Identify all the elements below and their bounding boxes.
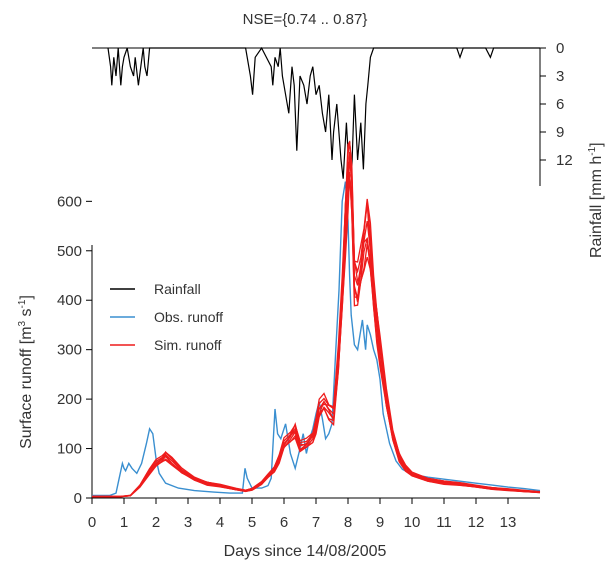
legend-label: Sim. runoff	[154, 337, 222, 353]
rainfall-tick-label: 0	[556, 40, 564, 57]
y-tick-label: 500	[57, 243, 82, 260]
x-axis-label: Days since 14/08/2005	[224, 543, 387, 560]
rainfall-series-line	[107, 46, 540, 179]
y-tick-label: 600	[57, 193, 82, 210]
x-tick-label: 3	[184, 514, 192, 531]
simulated-runoff-line	[91, 159, 541, 498]
x-tick-label: 9	[376, 514, 384, 531]
x-tick-label: 0	[88, 514, 96, 531]
x-tick-label: 13	[500, 514, 517, 531]
chart-title: NSE={0.74 .. 0.87}	[243, 11, 368, 28]
x-tick-label: 6	[280, 514, 288, 531]
y-tick-label: 200	[57, 391, 82, 408]
y-axis-ticks: 0 100 200 300 400 500 600	[57, 193, 92, 507]
legend-label: Rainfall	[154, 281, 201, 297]
rainfall-panel: 0 3 6 9 12 Rainfall [mm h-1]	[92, 40, 605, 258]
y-tick-label: 300	[57, 342, 82, 359]
rainfall-axis-label: Rainfall [mm h-1]	[587, 142, 605, 258]
simulated-runoff-ensemble	[91, 140, 541, 498]
rainfall-tick-label: 6	[556, 96, 564, 113]
rainfall-tick-label: 3	[556, 68, 564, 85]
x-tick-label: 5	[248, 514, 256, 531]
x-tick-label: 4	[216, 514, 224, 531]
x-tick-label: 8	[344, 514, 352, 531]
simulated-runoff-line	[92, 171, 541, 498]
x-tick-label: 1	[120, 514, 128, 531]
rainfall-tick-label: 9	[556, 124, 564, 141]
simulated-runoff-line	[92, 174, 541, 498]
rainfall-axis-ticks: 0 3 6 9 12	[540, 40, 573, 169]
x-axis-ticks: 0 1 2 3 4 5 6 7 8 9 10 11 12 13	[88, 498, 517, 531]
x-tick-label: 11	[436, 514, 452, 531]
y-tick-label: 400	[57, 292, 82, 309]
x-tick-label: 2	[152, 514, 160, 531]
rainfall-tick-label: 12	[556, 152, 573, 169]
y-tick-label: 0	[74, 490, 82, 507]
x-tick-label: 7	[312, 514, 320, 531]
y-axis-label: Surface runoff [m3 s-1]	[17, 295, 35, 449]
legend: Rainfall Obs. runoff Sim. runoff	[110, 281, 223, 353]
legend-label: Obs. runoff	[154, 309, 223, 325]
y-tick-label: 100	[57, 441, 82, 458]
simulated-runoff-line	[91, 160, 541, 498]
x-tick-label: 10	[404, 514, 421, 531]
x-tick-label: 12	[468, 514, 485, 531]
